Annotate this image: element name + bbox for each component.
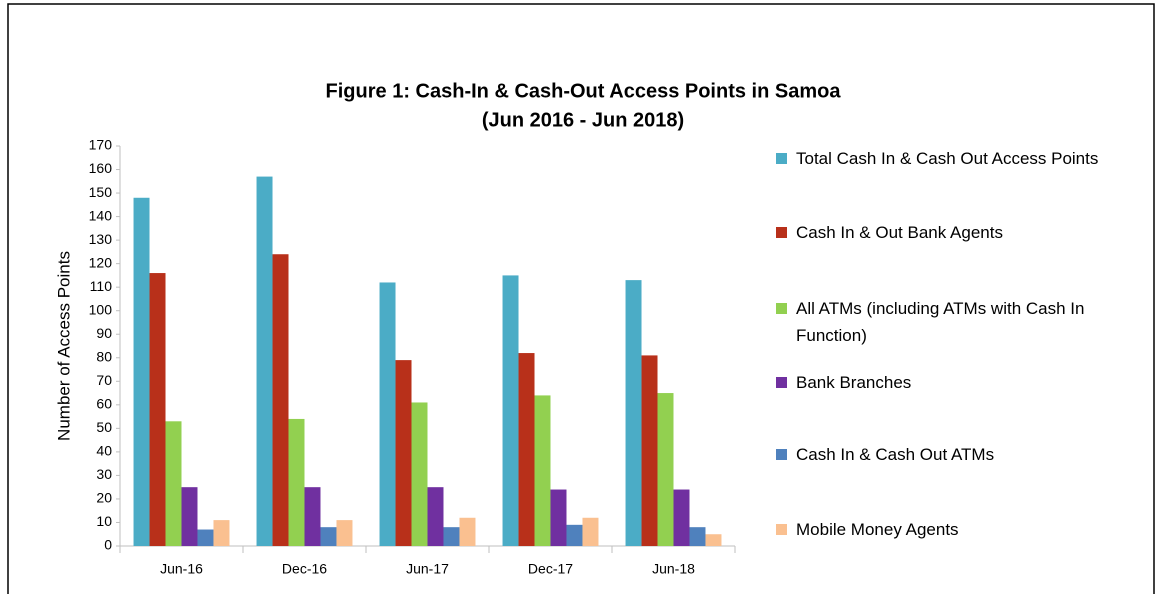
legend-label: Mobile Money Agents [796,520,959,539]
y-tick-label: 0 [104,537,112,553]
legend-entry: Mobile Money Agents [776,516,1156,543]
y-tick-label: 80 [96,348,112,364]
bar [213,520,230,546]
y-tick-label: 150 [89,184,113,200]
y-tick-label: 120 [89,254,113,270]
y-axis-label: Number of Access Points [54,251,73,441]
bar [502,275,519,546]
bar [272,254,289,546]
bar [133,197,150,546]
bar [657,393,674,546]
bar [181,487,198,546]
bar [673,489,690,546]
bar [625,280,642,546]
legend-label: Cash In & Cash Out ATMs [796,445,995,464]
bar [304,487,321,546]
x-tick-label: Jun-18 [652,561,695,577]
y-tick-label: 130 [89,231,113,247]
bar [518,353,535,546]
y-tick-label: 90 [96,325,112,341]
y-tick-label: 70 [96,372,112,388]
x-tick-label: Jun-16 [160,561,203,577]
bar [395,360,412,546]
bar [550,489,567,546]
bar [641,355,658,546]
y-tick-label: 50 [96,419,112,435]
x-tick-label: Dec-16 [282,561,327,577]
legend-entry: Bank Branches [776,369,1156,396]
bar [443,527,460,546]
y-tick-label: 20 [96,490,112,506]
legend-entry: Cash In & Out Bank Agents [776,219,1156,246]
y-tick-label: 170 [89,137,113,153]
legend-swatch [776,449,787,460]
bar [336,520,353,546]
bar [149,273,166,546]
bar [534,395,551,546]
y-tick-label: 10 [96,513,112,529]
y-tick-label: 30 [96,466,112,482]
legend-entry: All ATMs (including ATMs with Cash In Fu… [776,295,1156,349]
y-tick-label: 160 [89,160,113,176]
legend-swatch [776,303,787,314]
bar [689,527,706,546]
y-tick-label: 110 [90,278,113,294]
legend-swatch [776,377,787,388]
frame [7,3,1155,594]
legend-swatch [776,524,787,535]
x-tick-label: Dec-17 [528,561,573,577]
bar [165,421,182,546]
bar [320,527,337,546]
legend-label: Bank Branches [796,373,912,392]
chart-title: Figure 1: Cash-In & Cash-Out Access Poin… [326,80,842,102]
bar [566,524,583,546]
legend-entry: Cash In & Cash Out ATMs [776,441,1156,468]
bar [582,517,599,546]
bar [427,487,444,546]
bar [256,176,273,546]
bar [705,534,722,546]
legend-entry: Total Cash In & Cash Out Access Points [776,145,1156,172]
legend-label: Cash In & Out Bank Agents [796,223,1003,242]
y-tick-label: 60 [96,396,112,412]
y-tick-label: 40 [96,443,112,459]
y-tick-label: 140 [89,207,113,223]
bar [459,517,476,546]
bar [411,402,428,546]
legend-label: Total Cash In & Cash Out Access Points [796,149,1099,168]
bar [379,282,396,546]
bar [197,529,214,546]
bar [288,418,305,546]
y-tick-label: 100 [89,301,113,317]
legend-label: All ATMs (including ATMs with Cash In Fu… [796,299,1085,345]
chart-subtitle: (Jun 2016 - Jun 2018) [482,109,684,131]
legend-swatch [776,153,787,164]
legend-swatch [776,227,787,238]
x-tick-label: Jun-17 [406,561,449,577]
